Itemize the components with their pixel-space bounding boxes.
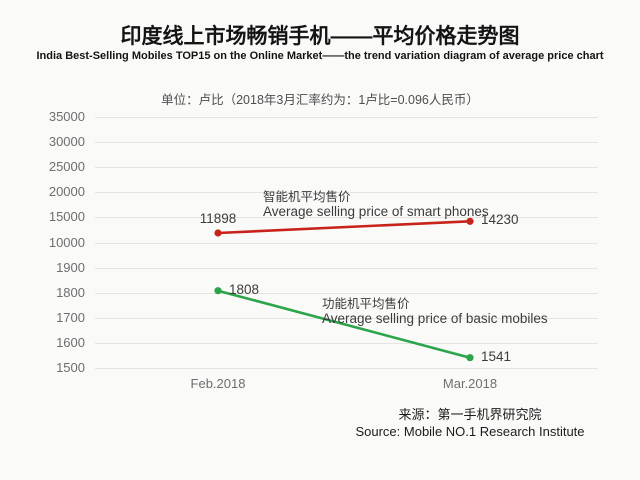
y-axis-tick-label: 30000	[48, 134, 85, 150]
y-axis-tick-label: 1600	[56, 334, 85, 350]
basic-mobiles-annotation: 功能机平均售价 Average selling price of basic mo…	[322, 297, 548, 327]
gridline	[95, 192, 598, 194]
basic-mobiles-value-label: 1541	[481, 348, 512, 364]
x-axis-tick-label: Feb.2018	[190, 376, 246, 391]
page-subtitle: India Best-Selling Mobiles TOP15 on the …	[36, 50, 604, 62]
basic-mobiles-annotation-zh: 功能机平均售价	[322, 297, 410, 311]
smartphones-value-label: 14230	[481, 212, 519, 228]
y-axis-tick-label: 25000	[48, 159, 85, 175]
gridline	[95, 267, 598, 269]
y-axis-tick-label: 1800	[56, 284, 85, 300]
y-axis-tick-label: 15000	[48, 209, 85, 225]
source-note: 来源：第一手机界研究院 Source: Mobile NO.1 Research…	[320, 407, 620, 441]
gridline	[95, 142, 598, 144]
source-line-zh: 来源：第一手机界研究院	[398, 407, 542, 422]
smartphones-point-marker	[214, 229, 222, 237]
basic-mobiles-value-label: 1808	[229, 281, 260, 297]
y-axis-tick-label: 1500	[56, 360, 85, 375]
x-axis-tick-label: Mar.2018	[442, 376, 498, 391]
smartphones-annotation: 智能机平均售价 Average selling price of smart ph…	[263, 190, 489, 220]
y-axis-tick-label: 1900	[56, 259, 85, 275]
source-line-en: Source: Mobile NO.1 Research Institute	[355, 423, 585, 439]
smartphones-annotation-en: Average selling price of smart phones	[263, 204, 489, 220]
gridline	[95, 217, 598, 219]
gridline	[95, 242, 598, 244]
basic-mobiles-point-marker	[466, 354, 474, 362]
page-title: 印度线上市场畅销手机——平均价格走势图	[120, 25, 520, 48]
gridline	[95, 117, 598, 118]
smartphones-annotation-zh: 智能机平均售价	[263, 190, 351, 204]
unit-note: 单位：卢比（2018年3月汇率约为：1卢比=0.096人民币）	[161, 93, 479, 107]
y-axis-tick-label: 10000	[48, 234, 85, 250]
y-axis-tick-label: 35000	[48, 109, 85, 124]
gridline	[95, 292, 598, 294]
y-axis-tick-label: 20000	[48, 184, 85, 200]
gridline	[95, 368, 598, 369]
basic-mobiles-annotation-en: Average selling price of basic mobiles	[322, 311, 548, 327]
gridline	[95, 167, 598, 169]
smartphones-value-label: 11898	[199, 211, 237, 226]
gridline	[95, 342, 598, 344]
y-axis-tick-label: 1700	[56, 309, 85, 325]
